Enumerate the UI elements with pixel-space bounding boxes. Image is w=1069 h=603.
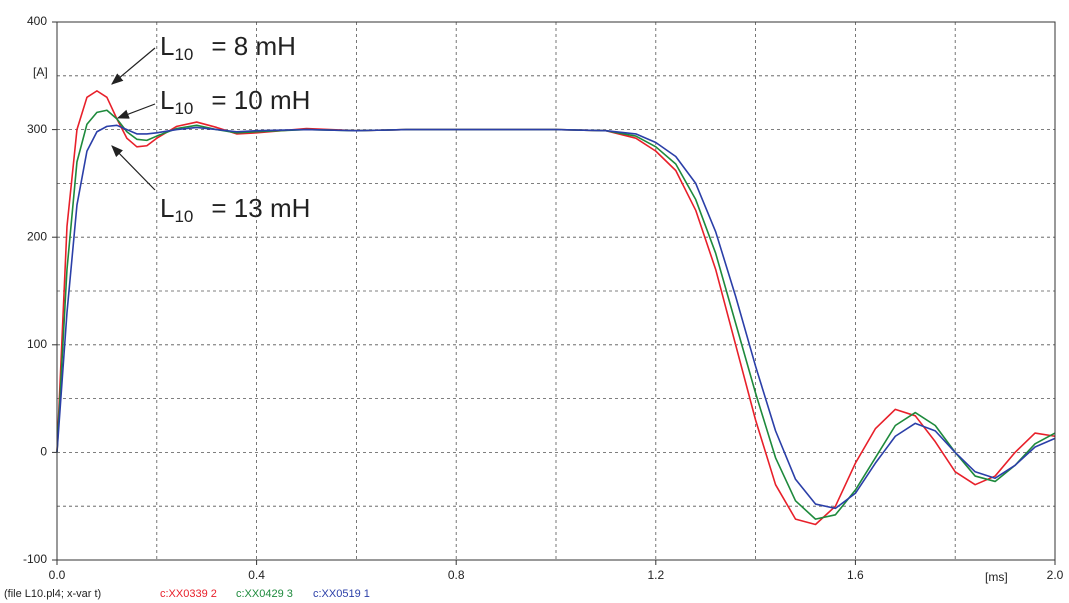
x-tick-label: 1.6 (847, 568, 864, 582)
legend-entry: c:XX0519 1 (313, 588, 370, 600)
x-unit: [ms] (985, 570, 1008, 584)
annotation: L10 = 8 mH (160, 31, 296, 65)
annotation-text: = 10 mH (211, 85, 310, 115)
series-line (56, 124, 1056, 510)
annotation-subscript: 10 (174, 207, 193, 226)
annotation-subscript: 10 (174, 45, 193, 64)
y-tick-label: 300 (27, 122, 47, 136)
y-tick-label: 100 (27, 337, 47, 351)
annotation-text: = 8 mH (211, 31, 296, 61)
x-tick-label: 0.8 (448, 568, 465, 582)
y-tick-label: 0 (40, 445, 47, 459)
x-tick-label: 0.4 (248, 568, 265, 582)
annotation-subscript: 10 (174, 99, 193, 118)
annotation-arrow (111, 145, 156, 191)
legend-entry: c:XX0429 3 (236, 588, 293, 600)
plot-frame (56, 21, 1056, 561)
annotation-arrow (116, 103, 156, 119)
annotation: L10 = 10 mH (160, 85, 310, 119)
y-tick-label: -100 (23, 552, 47, 566)
series-line (56, 109, 1056, 520)
annotation-symbol: L (160, 31, 174, 61)
file-label: (file L10.pl4; x-var t) (4, 588, 101, 600)
legend-entry: c:XX0339 2 (160, 588, 217, 600)
annotation-symbol: L (160, 85, 174, 115)
x-tick-label: 1.2 (647, 568, 664, 582)
annotation-text: = 13 mH (211, 193, 310, 223)
grid (52, 21, 1056, 565)
legend: c:XX0339 2 c:XX0429 3 c:XX0519 1 (160, 588, 370, 600)
annotation-arrow (111, 47, 156, 85)
plot (56, 90, 1056, 526)
x-tick-label: 2.0 (1047, 568, 1064, 582)
y-unit: [A] (33, 65, 48, 79)
y-tick-label: 200 (27, 229, 47, 243)
annotation-symbol: L (160, 193, 174, 223)
annotation: L10 = 13 mH (160, 193, 310, 227)
y-tick-label: 400 (27, 14, 47, 28)
x-tick-label: 0.0 (49, 568, 66, 582)
